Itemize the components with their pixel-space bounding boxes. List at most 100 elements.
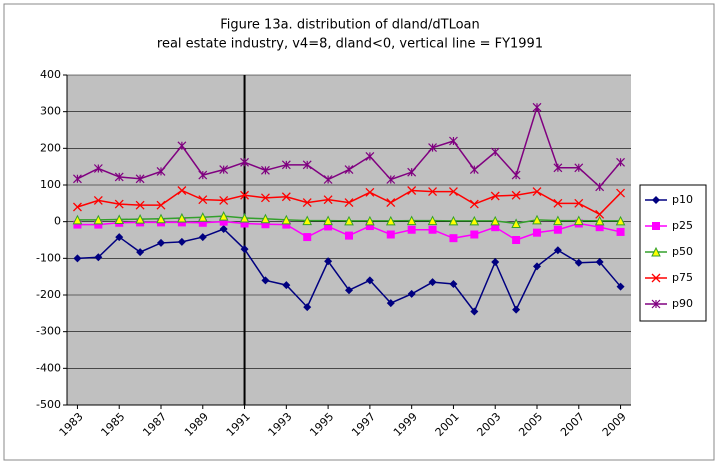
point xyxy=(616,157,625,167)
point xyxy=(574,163,584,173)
point xyxy=(219,217,228,226)
point xyxy=(157,238,165,247)
point xyxy=(260,213,271,224)
point xyxy=(512,305,521,314)
point xyxy=(469,199,479,209)
point xyxy=(303,233,312,242)
point xyxy=(386,230,395,239)
point xyxy=(177,237,186,246)
point xyxy=(281,214,292,225)
point xyxy=(427,215,438,226)
point xyxy=(470,230,479,239)
point xyxy=(219,195,229,205)
point xyxy=(344,165,354,175)
point xyxy=(156,200,166,210)
y-tick-label: -500 xyxy=(36,398,61,411)
point xyxy=(386,175,396,184)
point xyxy=(115,233,124,242)
legend-label: p25 xyxy=(672,219,693,232)
y-tick-label: -100 xyxy=(36,251,61,264)
point xyxy=(219,225,228,233)
point xyxy=(595,223,604,232)
point xyxy=(532,214,542,225)
y-tick-label: -400 xyxy=(36,361,61,374)
point xyxy=(573,215,584,226)
y-tick-label: 400 xyxy=(40,68,61,81)
point xyxy=(532,187,542,197)
point xyxy=(156,213,166,224)
point xyxy=(345,231,353,240)
point xyxy=(449,280,458,288)
point xyxy=(533,262,541,271)
point xyxy=(595,209,605,219)
point xyxy=(218,211,229,221)
point xyxy=(365,215,375,226)
point xyxy=(114,172,124,182)
legend-box xyxy=(639,184,707,322)
plot-area xyxy=(67,75,631,405)
point xyxy=(93,195,103,205)
point xyxy=(136,248,145,257)
point xyxy=(323,215,333,226)
y-tick-label: -300 xyxy=(36,325,61,338)
point xyxy=(386,299,395,308)
point xyxy=(448,187,458,197)
point xyxy=(594,215,605,226)
point xyxy=(428,278,437,287)
point xyxy=(261,165,270,175)
point xyxy=(260,193,270,203)
chart-title: Figure 13a. distribution of dland/dTLoan xyxy=(220,18,480,33)
y-tick-label: -200 xyxy=(36,288,61,301)
point xyxy=(281,160,291,170)
point xyxy=(93,164,103,173)
point xyxy=(198,233,207,242)
point xyxy=(240,245,249,254)
point xyxy=(156,167,166,176)
point xyxy=(344,198,354,208)
point xyxy=(553,198,563,208)
point xyxy=(616,227,625,236)
point xyxy=(491,223,500,232)
point xyxy=(344,215,354,226)
point xyxy=(114,199,124,209)
point xyxy=(449,136,458,146)
point xyxy=(553,163,563,173)
point xyxy=(261,220,270,229)
point xyxy=(365,187,375,197)
point xyxy=(511,190,521,200)
legend-label: p50 xyxy=(672,245,693,258)
chart-subtitle: real estate industry, v4=8, dland<0, ver… xyxy=(157,37,543,52)
point xyxy=(490,191,500,201)
point xyxy=(324,257,333,266)
point xyxy=(198,170,208,180)
point xyxy=(261,276,270,285)
point xyxy=(198,218,207,227)
point xyxy=(652,222,660,230)
point xyxy=(615,215,626,226)
point xyxy=(282,220,291,229)
point xyxy=(651,273,661,283)
point xyxy=(323,195,333,205)
point xyxy=(302,160,312,170)
point xyxy=(114,214,125,224)
point xyxy=(407,167,417,177)
point xyxy=(73,174,82,184)
point xyxy=(239,212,250,223)
point xyxy=(651,246,661,257)
legend-label: p10 xyxy=(672,193,693,206)
point xyxy=(94,220,103,229)
point xyxy=(595,258,604,266)
point xyxy=(407,186,417,195)
point xyxy=(282,281,291,290)
point xyxy=(511,170,521,180)
point xyxy=(197,212,208,222)
point xyxy=(616,282,625,291)
point xyxy=(365,222,374,231)
point xyxy=(407,289,416,298)
point xyxy=(135,213,145,224)
point xyxy=(281,192,291,202)
point xyxy=(345,286,353,295)
point xyxy=(512,236,521,244)
point xyxy=(177,186,187,195)
